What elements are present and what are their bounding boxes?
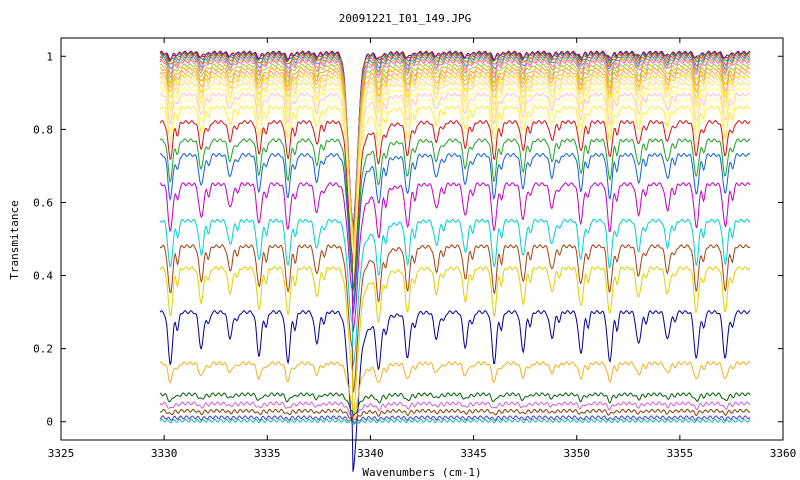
x-tick-label: 3355: [667, 447, 694, 460]
y-tick-label: 0: [46, 416, 53, 429]
x-tick-label: 3330: [151, 447, 178, 460]
series-line: [159, 63, 751, 242]
y-tick-label: 0.6: [33, 196, 53, 209]
series-line: [159, 81, 751, 261]
y-tick-label: 0.4: [33, 270, 53, 283]
series-line: [159, 244, 751, 394]
series-line: [159, 266, 751, 417]
series-line: [159, 392, 751, 418]
series-line: [159, 138, 751, 305]
series-line: [159, 105, 751, 278]
series-line: [159, 98, 751, 272]
series-line: [159, 55, 751, 232]
series-layer: [159, 50, 751, 472]
y-tick-label: 0.2: [33, 343, 53, 356]
series-line: [159, 70, 751, 247]
x-tick-label: 3340: [357, 447, 384, 460]
series-line: [159, 87, 751, 265]
y-axis-label: Transmitance: [8, 200, 21, 279]
series-line: [159, 66, 751, 244]
chart-title: 20091221_I01_149.JPG: [339, 12, 471, 25]
y-tick-label: 1: [46, 50, 53, 63]
series-line: [159, 110, 751, 284]
x-axis: 3325 3330 3335 3340 3345 3350 3355 3360: [48, 38, 797, 460]
series-line: [159, 74, 751, 251]
series-line: [159, 361, 751, 421]
series-line: [159, 152, 751, 315]
series-line: [159, 415, 751, 425]
series-line: [159, 182, 751, 333]
x-tick-label: 3350: [563, 447, 590, 460]
series-line: [159, 408, 751, 424]
series-line: [159, 57, 751, 236]
series-line: [159, 418, 751, 425]
y-axis: 0 0.2 0.4 0.6 0.8 1: [33, 50, 783, 429]
x-tick-label: 3325: [48, 447, 75, 460]
series-line: [159, 218, 751, 367]
series-line: [159, 119, 751, 291]
series-line: [159, 54, 751, 228]
series-line: [159, 309, 751, 472]
series-line: [159, 92, 751, 268]
series-line: [159, 59, 751, 239]
plot-frame: [60, 37, 784, 441]
x-tick-label: 3335: [254, 447, 281, 460]
y-tick-label: 0.8: [33, 123, 53, 136]
series-line: [159, 77, 751, 256]
x-axis-label: Wavenumbers (cm-1): [362, 466, 481, 479]
x-tick-label: 3360: [770, 447, 797, 460]
series-line: [159, 401, 751, 420]
x-tick-label: 3345: [460, 447, 487, 460]
